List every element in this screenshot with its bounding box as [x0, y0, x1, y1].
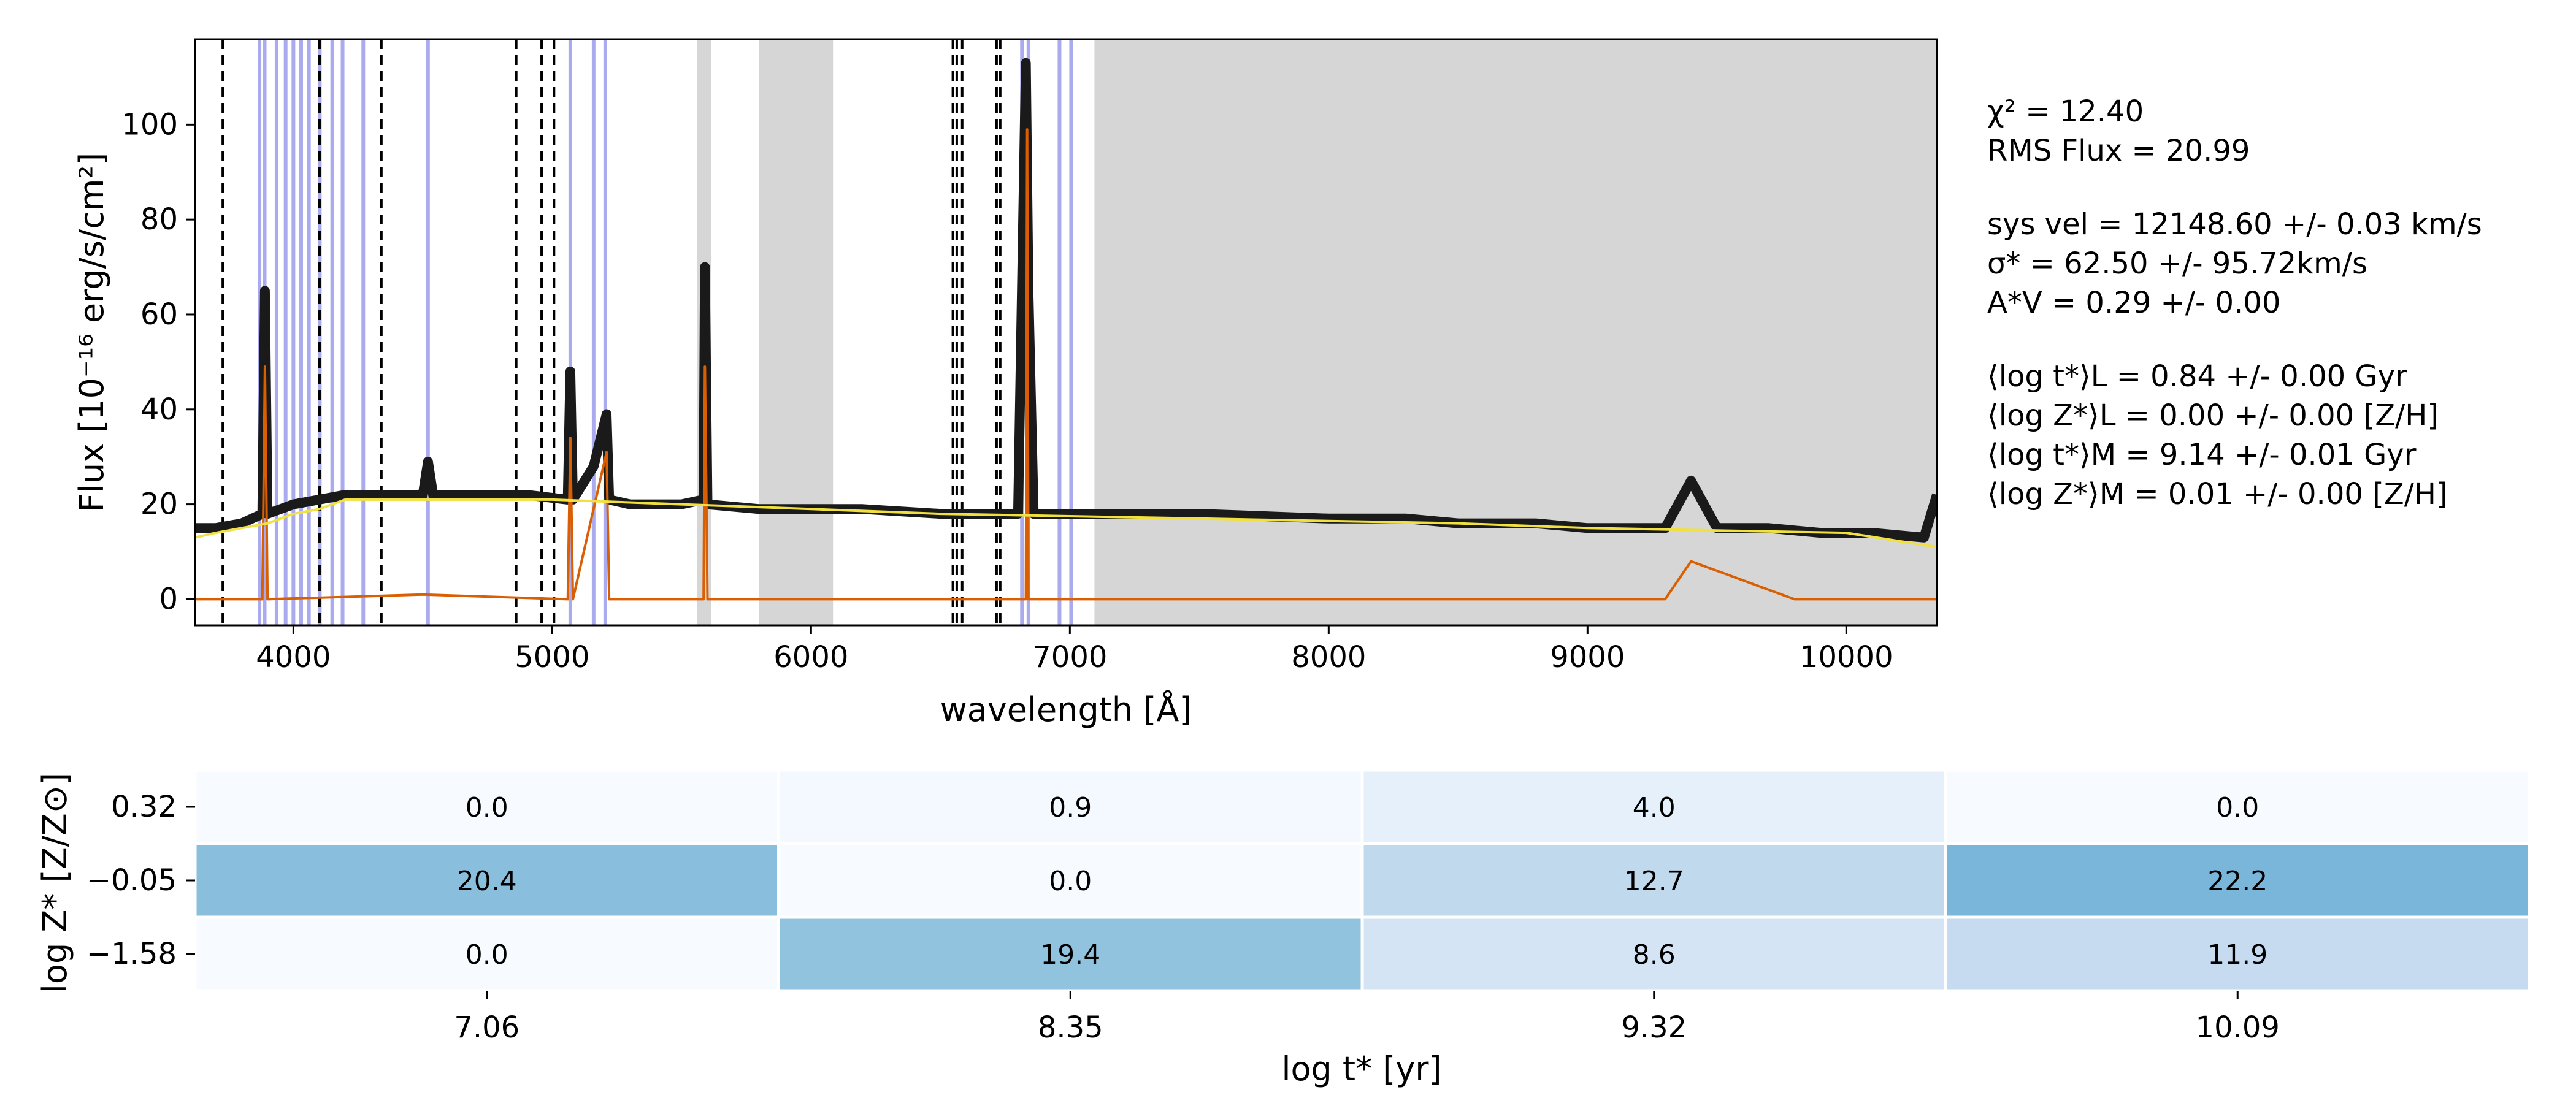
- heatmap-y-tick-label: 0.32: [111, 790, 177, 824]
- chi2-text: χ² = 12.40: [1987, 94, 2144, 129]
- heatmap-x-ticks: 7.06 8.35 9.32 10.09: [454, 991, 2280, 1045]
- y-tick-label: 60: [140, 297, 178, 332]
- sys-vel-text: sys vel = 12148.60 +/- 0.03 km/s: [1987, 207, 2482, 242]
- heatmap-cell-label: 19.4: [1040, 939, 1100, 971]
- heatmap-cell-label: 0.9: [1049, 792, 1092, 823]
- heatmap-cell: [777, 915, 1364, 993]
- heatmap-cell-label: 20.4: [457, 866, 517, 897]
- logz-mass-text: ⟨log Z*⟩M = 0.01 +/- 0.00 [Z/H]: [1987, 477, 2448, 511]
- x-tick-label: 7000: [1032, 640, 1107, 674]
- x-tick-label: 4000: [256, 640, 331, 674]
- logz-light-text: ⟨log Z*⟩L = 0.00 +/- 0.00 [Z/H]: [1987, 399, 2439, 433]
- heatmap-x-tick-label: 10.09: [2196, 1010, 2280, 1045]
- heatmap-cell-label: 12.7: [1624, 866, 1684, 897]
- series-model-line: [195, 498, 1937, 549]
- rms-flux-text: RMS Flux = 20.99: [1987, 134, 2250, 168]
- heatmap-cell: [1360, 915, 1947, 993]
- x-tick-label: 5000: [515, 640, 589, 674]
- x-tick-label: 9000: [1550, 640, 1625, 674]
- heatmap-cell: [193, 915, 780, 993]
- spectrum-x-label: wavelength [Å]: [940, 690, 1192, 729]
- x-tick-label: 10000: [1800, 640, 1893, 674]
- heatmap-x-tick-label: 9.32: [1621, 1010, 1687, 1045]
- heatmap-cell-label: 11.9: [2207, 939, 2267, 971]
- heatmap-cell-label: 0.0: [466, 792, 508, 823]
- sigma-text: σ* = 62.50 +/- 95.72km/s: [1987, 246, 2367, 281]
- heatmap-x-tick-label: 7.06: [454, 1010, 519, 1045]
- heatmap-cell-label: 0.0: [466, 939, 508, 971]
- heatmap-x-label: log t* [yr]: [1281, 1050, 1441, 1088]
- heatmap-cell: [777, 842, 1364, 919]
- heatmap-cell: [1360, 842, 1947, 919]
- y-tick-label: 80: [140, 202, 178, 237]
- heatmap-x-tick-label: 8.35: [1038, 1010, 1103, 1045]
- spectrum-panel: 4000 5000 6000 7000 8000 9000 10000 0 20 40 60 80 1…: [72, 38, 1938, 729]
- heatmap-cell-label: 0.0: [2216, 792, 2259, 823]
- heatmap-y-label: log Z* [Z/Z⊙]: [36, 773, 74, 993]
- series-residual-line: [195, 128, 1937, 601]
- spectrum-axes-frame: [194, 38, 1938, 627]
- x-tick-label: 6000: [773, 640, 848, 674]
- heatmap-cell: [1944, 915, 2531, 993]
- spectrum-x-ticks: 4000 5000 6000 7000 8000 9000 10000: [256, 625, 1893, 674]
- heatmap-y-tick-label: −1.58: [86, 937, 177, 971]
- logt-light-text: ⟨log t*⟩L = 0.84 +/- 0.00 Gyr: [1987, 359, 2407, 394]
- absorption-lines: [221, 39, 1002, 625]
- spectrum-y-ticks: 0 20 40 60 80 100: [121, 107, 195, 616]
- heatmap-panel: 0.0 0.9 4.0 0.0 20.4 0.0 12.7 22.2 0.0 19.4 8.6 11.…: [36, 768, 2531, 1088]
- heatmap-cell: [777, 768, 1364, 845]
- y-tick-label: 40: [140, 392, 178, 427]
- heatmap-cell: [1944, 842, 2531, 919]
- masked-region: [1094, 39, 1937, 625]
- heatmap-cell: [1944, 768, 2531, 845]
- masked-region: [759, 39, 834, 625]
- heatmap-cell-label: 0.0: [1049, 866, 1092, 897]
- heatmap-cell-label: 8.6: [1633, 939, 1676, 971]
- y-tick-label: 100: [121, 107, 178, 142]
- heatmap-y-ticks: 0.32 −0.05 −1.58: [86, 790, 195, 971]
- spectrum-y-label: Flux [10⁻¹⁶ erg/s/cm²]: [72, 153, 111, 512]
- masked-regions: [697, 39, 1937, 625]
- heatmap-cell: [193, 842, 780, 919]
- av-text: A*V = 0.29 +/- 0.00: [1987, 286, 2281, 320]
- heatmap-cells: [193, 768, 2531, 993]
- fit-statistics: χ² = 12.40 RMS Flux = 20.99 sys vel = 12…: [1987, 92, 2482, 514]
- y-tick-label: 20: [140, 487, 178, 522]
- heatmap-cell-label: 4.0: [1633, 792, 1676, 823]
- heatmap-y-tick-label: −0.05: [86, 863, 177, 898]
- heatmap-value-labels: 0.0 0.9 4.0 0.0 20.4 0.0 12.7 22.2 0.0 19.4 8.6 11.…: [457, 792, 2267, 971]
- x-tick-label: 8000: [1291, 640, 1366, 674]
- logt-mass-text: ⟨log t*⟩M = 9.14 +/- 0.01 Gyr: [1987, 438, 2417, 472]
- series-layer: [195, 58, 1937, 601]
- heatmap-cell-label: 22.2: [2207, 866, 2267, 897]
- y-tick-label: 0: [159, 582, 178, 616]
